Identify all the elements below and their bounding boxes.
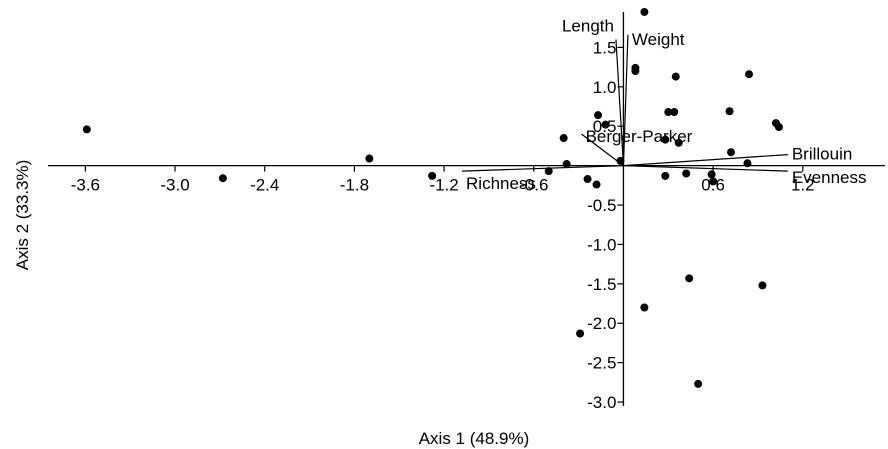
data-point <box>661 171 670 180</box>
data-point <box>544 167 553 176</box>
data-point <box>365 154 374 163</box>
x-tick-label: -0.6 <box>519 176 548 195</box>
data-point <box>616 156 625 165</box>
vector-label-length: Length <box>562 17 614 36</box>
x-tick-label: -3.6 <box>71 176 100 195</box>
data-point <box>640 303 649 312</box>
vector-label-evenness: Evenness <box>792 168 867 187</box>
data-point <box>640 7 649 16</box>
data-point <box>743 159 752 168</box>
y-tick-label: 1.5 <box>593 38 617 57</box>
y-tick-label: -1.5 <box>587 275 616 294</box>
axes <box>48 12 885 406</box>
data-point <box>594 111 603 120</box>
ticks: -3.6-3.0-2.4-1.8-1.2-0.60.61.21.51.00.5-… <box>71 38 815 412</box>
points <box>82 7 783 388</box>
data-point <box>725 107 734 116</box>
vector-label-brillouin: Brillouin <box>792 145 852 164</box>
vector-line-richness <box>461 165 624 172</box>
data-point <box>758 281 767 290</box>
vector-line-weight <box>622 34 629 166</box>
y-tick-label: -0.5 <box>587 196 616 215</box>
y-tick-label: -1.0 <box>587 235 616 254</box>
y-tick-label: -2.5 <box>587 354 616 373</box>
data-point <box>685 274 694 283</box>
data-point <box>707 170 716 179</box>
data-point <box>727 148 736 157</box>
vector-line-evenness <box>623 165 788 172</box>
data-point <box>631 67 640 76</box>
x-tick-label: -2.4 <box>250 176 279 195</box>
x-tick-label: 1.2 <box>791 176 815 195</box>
x-tick-label: -1.2 <box>429 176 458 195</box>
vectors: LengthWeightBerger-ParkerBrillouinEvenne… <box>461 17 867 193</box>
data-point <box>661 135 670 144</box>
vector-label-richness: Richness <box>466 174 536 193</box>
data-point <box>709 177 718 186</box>
x-tick-label: -1.8 <box>340 176 369 195</box>
data-point <box>774 123 783 132</box>
y-axis-title: Axis 2 (33.3%) <box>13 160 32 271</box>
data-point <box>674 138 683 147</box>
data-point <box>664 108 673 117</box>
data-point <box>671 72 680 81</box>
data-point <box>583 175 592 184</box>
y-tick-label: 1.0 <box>593 78 617 97</box>
x-tick-label: -3.0 <box>160 176 189 195</box>
x-axis-title: Axis 1 (48.9%) <box>419 429 530 448</box>
vector-label-weight: Weight <box>632 30 685 49</box>
data-point <box>218 174 227 183</box>
data-point <box>82 125 91 134</box>
y-tick-label: -2.0 <box>587 314 616 333</box>
data-point <box>744 70 753 79</box>
vector-line-berger-parker <box>581 133 624 167</box>
y-tick-label: -3.0 <box>587 393 616 412</box>
data-point <box>694 379 703 388</box>
data-point <box>592 180 601 189</box>
data-point <box>562 160 571 169</box>
data-point <box>576 329 585 338</box>
data-point <box>601 120 610 129</box>
vector-line-brillouin <box>623 153 788 167</box>
data-point <box>559 134 568 143</box>
vector-line-length <box>615 39 625 166</box>
data-point <box>428 171 437 180</box>
data-point <box>670 108 679 117</box>
data-point <box>682 169 691 178</box>
